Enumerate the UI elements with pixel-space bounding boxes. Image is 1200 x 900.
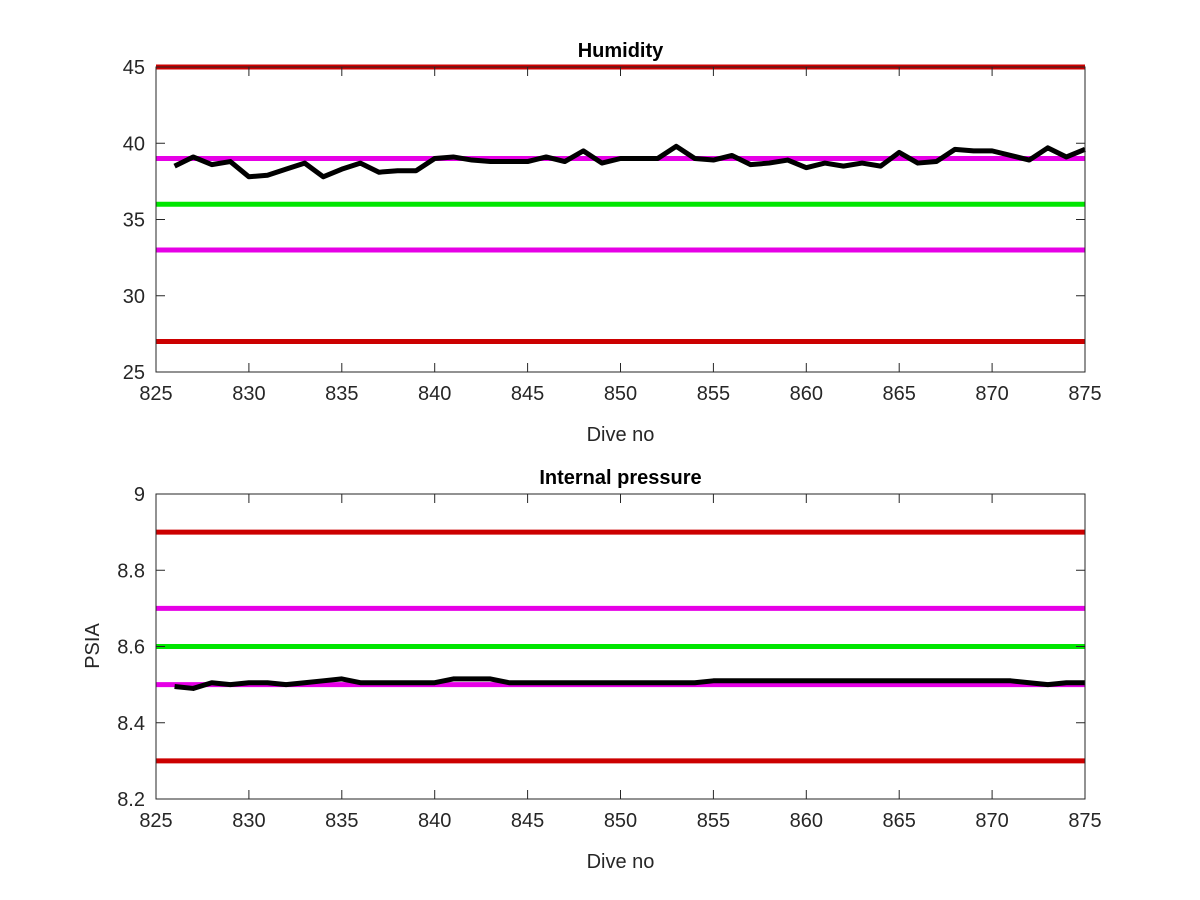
pressure-x-tick-label: 870 [975, 810, 1008, 832]
humidity-y-tick-label: 35 [123, 210, 145, 232]
humidity-x-tick-label: 860 [790, 383, 823, 405]
humidity-y-tick-label: 45 [123, 57, 145, 79]
humidity-y-tick-label: 25 [123, 362, 145, 384]
pressure-x-tick-label: 825 [139, 810, 172, 832]
humidity-series-line [173, 143, 1086, 180]
pressure-ylabel: PSIA [82, 623, 104, 669]
humidity-axes-box [155, 66, 1086, 373]
pressure-x-tick-label: 855 [697, 810, 730, 832]
pressure-x-tick-label: 835 [325, 810, 358, 832]
pressure-y-tick-label: 8.8 [117, 560, 145, 582]
pressure-x-tick-label: 860 [790, 810, 823, 832]
humidity-xlabel: Dive no [587, 424, 655, 446]
pressure-y-tick-label: 8.2 [117, 789, 145, 811]
humidity-y-tick-label: 40 [123, 133, 145, 155]
humidity-x-tick-label: 840 [418, 383, 451, 405]
pressure-title: Internal pressure [539, 467, 701, 489]
humidity-plot: Humidity Dive no 825 830 835 840 845 850 855 86… [123, 40, 1102, 446]
humidity-x-tick-label: 870 [975, 383, 1008, 405]
pressure-x-tick-label: 875 [1068, 810, 1101, 832]
humidity-x-tick-label: 865 [883, 383, 916, 405]
humidity-y-tick-label: 30 [123, 286, 145, 308]
pressure-y-tick-label: 9 [134, 484, 145, 506]
pressure-x-tick-label: 865 [883, 810, 916, 832]
humidity-title: Humidity [578, 40, 664, 62]
pressure-x-tick-label: 850 [604, 810, 637, 832]
humidity-x-tick-label: 830 [232, 383, 265, 405]
humidity-x-tick-label: 825 [139, 383, 172, 405]
pressure-x-tick-label: 840 [418, 810, 451, 832]
pressure-x-tick-label: 845 [511, 810, 544, 832]
pressure-y-tick-label: 8.6 [117, 637, 145, 659]
humidity-x-tick-label: 845 [511, 383, 544, 405]
pressure-x-tick-label: 830 [232, 810, 265, 832]
pressure-series-line [174, 676, 1085, 691]
pressure-y-tick-label: 8.4 [117, 713, 145, 735]
humidity-x-tick-label: 850 [604, 383, 637, 405]
pressure-xlabel: Dive no [587, 851, 655, 873]
pressure-plot: Internal pressure Dive no PSIA 825 830 835… [82, 467, 1102, 873]
humidity-x-tick-label: 835 [325, 383, 358, 405]
humidity-x-tick-label: 855 [697, 383, 730, 405]
humidity-x-tick-label: 875 [1068, 383, 1101, 405]
